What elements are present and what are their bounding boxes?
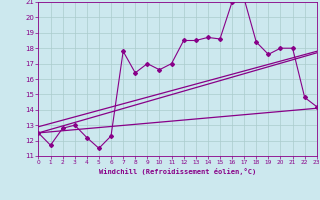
X-axis label: Windchill (Refroidissement éolien,°C): Windchill (Refroidissement éolien,°C): [99, 168, 256, 175]
